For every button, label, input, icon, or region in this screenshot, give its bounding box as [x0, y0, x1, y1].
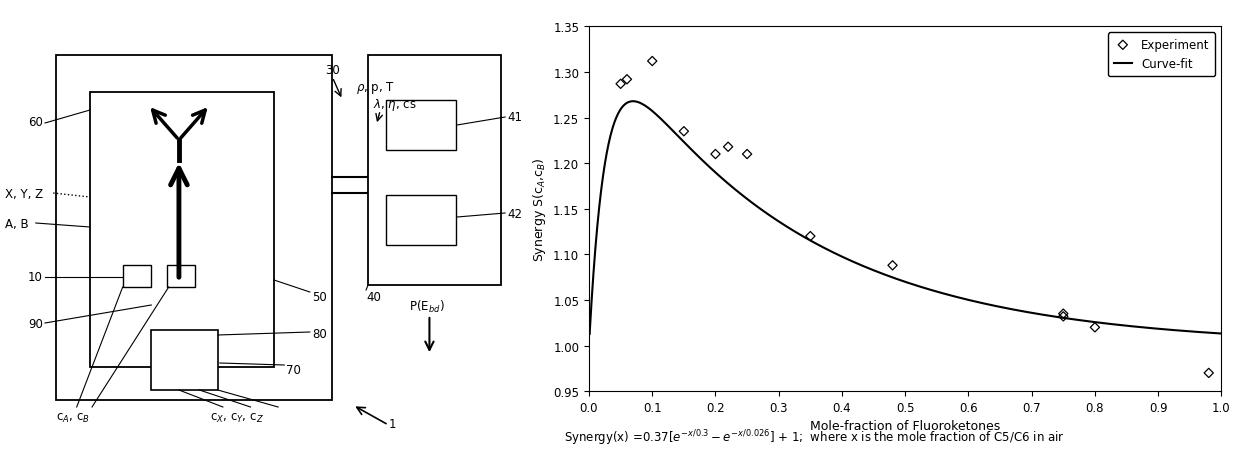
Curve-fit [1214, 331, 1229, 337]
Text: c$_A$, c$_B$: c$_A$, c$_B$ [56, 411, 91, 424]
Line: Curve-fit: Curve-fit [590, 102, 1221, 334]
Curve-fit [583, 332, 598, 337]
Experiment [1085, 324, 1105, 331]
Curve-fit [626, 99, 641, 105]
Experiment [611, 81, 631, 88]
Bar [91, 93, 274, 367]
Experiment [801, 233, 821, 240]
Bar [387, 196, 456, 245]
Text: 10: 10 [29, 270, 43, 283]
Bar [166, 265, 195, 288]
Bar [56, 56, 332, 400]
Text: 41: 41 [507, 111, 522, 124]
Text: 42: 42 [507, 207, 522, 221]
Experiment [737, 151, 756, 158]
Text: c$_X$, c$_Y$, c$_Z$: c$_X$, c$_Y$, c$_Z$ [210, 411, 263, 424]
Experiment [718, 144, 738, 151]
Text: 50: 50 [311, 290, 326, 303]
Text: X, Y, Z: X, Y, Z [5, 187, 43, 201]
Bar [387, 101, 456, 151]
Experiment [1054, 313, 1074, 320]
Curve-fit [838, 256, 853, 262]
Text: $\rho$, p, T: $\rho$, p, T [356, 80, 394, 96]
Legend: Experiment, Curve-fit: Experiment, Curve-fit [1109, 33, 1215, 77]
Experiment [1054, 310, 1074, 318]
Text: 60: 60 [29, 116, 43, 129]
Experiment [706, 151, 725, 158]
Experiment [675, 128, 694, 136]
Curve-fit [1017, 309, 1032, 314]
Experiment [642, 58, 662, 66]
Text: A, B: A, B [5, 217, 29, 231]
Curve-fit [1075, 318, 1090, 324]
Curve-fit [861, 266, 875, 271]
Experiment [618, 76, 637, 84]
Text: 70: 70 [286, 363, 301, 376]
X-axis label: Mole-fraction of Fluoroketones: Mole-fraction of Fluoroketones [810, 420, 1001, 433]
Experiment [1199, 369, 1219, 377]
Text: Synergy(x) =0.37$[e^{-x/0.3} - e^{-x/0.026}]$ + 1;  where x is the mole fraction: Synergy(x) =0.37$[e^{-x/0.3} - e^{-x/0.0… [564, 428, 1065, 447]
Text: $\lambda$, $\eta$, cs: $\lambda$, $\eta$, cs [373, 97, 417, 113]
Bar [368, 56, 501, 285]
Bar [123, 265, 151, 288]
Text: 30: 30 [325, 64, 340, 77]
Text: 1: 1 [388, 417, 396, 430]
Text: 90: 90 [29, 317, 43, 330]
Curve-fit [1086, 319, 1101, 325]
Text: P(E$_{bd}$): P(E$_{bd}$) [409, 298, 445, 314]
Text: 80: 80 [311, 327, 326, 340]
Bar [151, 330, 218, 390]
Y-axis label: Synergy S(c$_A$,c$_B$): Synergy S(c$_A$,c$_B$) [531, 157, 548, 262]
Curve-fit [647, 111, 662, 116]
Text: 40: 40 [366, 290, 381, 303]
Experiment [883, 262, 903, 269]
